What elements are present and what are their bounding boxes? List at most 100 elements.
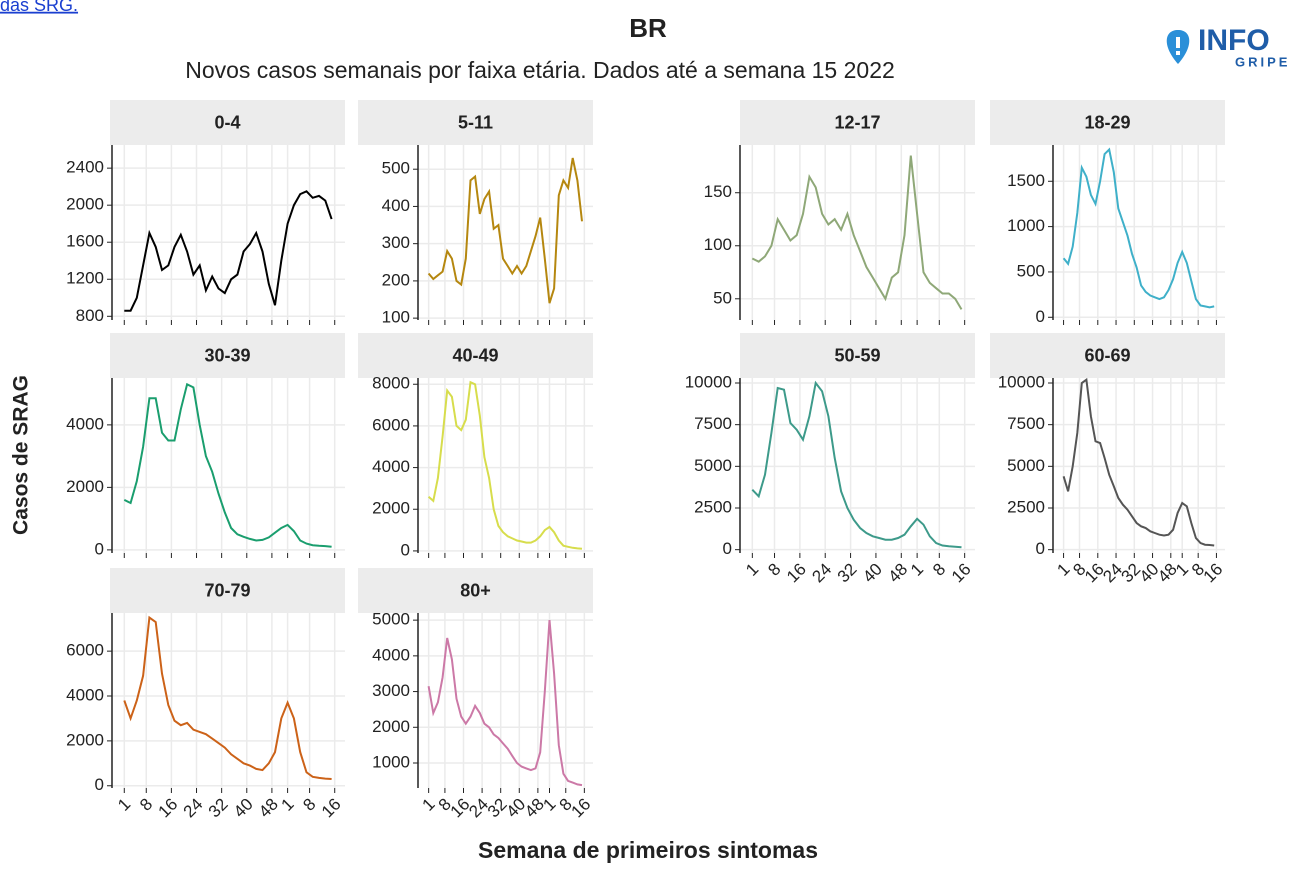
x-tick-label: 1 [419,795,439,815]
y-tick-label: 150 [704,182,732,201]
x-tick-label: 8 [929,560,949,580]
y-tick-label: 10000 [685,372,732,391]
series-line [751,380,962,549]
logo-mark [1176,51,1180,55]
strip-label: 40-49 [452,345,498,365]
x-tick-label: 16 [318,795,345,822]
y-tick-label: 0 [1036,307,1045,326]
strip-label: 0-4 [214,112,240,132]
strip [990,333,1225,378]
y-tick-label: 2000 [66,730,104,749]
strip-label: 30-39 [204,345,250,365]
strip [358,568,593,613]
x-tick-label: 8 [299,795,319,815]
logo-text: INFO [1198,24,1270,57]
series-line [1062,377,1215,547]
series-line [427,157,583,304]
y-tick-label: 0 [723,539,732,558]
y-tick-label: 2500 [1007,497,1045,516]
y-tick-label: 6000 [66,641,104,660]
x-axis-title: Semana de primeiros sintomas [478,837,818,863]
x-tick-label: 40 [859,560,886,587]
x-tick-label: 16 [1200,560,1227,587]
x-tick-label: 16 [783,560,810,587]
x-tick-label: 16 [155,795,182,822]
y-tick-label: 800 [76,306,104,325]
x-tick-label: 8 [764,560,784,580]
series-line [123,615,332,780]
y-tick-label: 200 [382,270,410,289]
series-line [123,382,332,548]
x-tick-label: 1 [114,795,134,815]
strip [110,100,345,145]
x-tick-label: 32 [834,560,861,587]
series-line [124,190,333,312]
y-tick-label: 100 [382,308,410,327]
strip [110,568,345,613]
strip-label: 12-17 [834,112,880,132]
y-tick-label: 4000 [66,414,104,433]
x-tick-label: 32 [205,795,232,822]
strip [358,100,593,145]
strip [358,333,593,378]
y-tick-label: 0 [1036,539,1045,558]
x-tick-label: 48 [255,795,282,822]
y-tick-label: 7500 [694,414,732,433]
y-tick-label: 5000 [694,456,732,475]
y-tick-label: 0 [95,775,104,794]
y-tick-label: 0 [401,540,410,559]
y-tick-label: 500 [382,159,410,178]
strip [740,100,975,145]
y-tick-label: 2000 [66,477,104,496]
y-tick-label: 1600 [66,232,104,251]
y-tick-label: 2500 [694,497,732,516]
x-tick-label: 1 [907,560,927,580]
strip [110,333,345,378]
strip [990,100,1225,145]
y-tick-label: 4000 [372,645,410,664]
y-tick-label: 1000 [372,752,410,771]
series-line [427,380,583,550]
strip-label: 70-79 [204,580,250,600]
y-tick-label: 300 [382,233,410,252]
x-tick-label: 24 [180,795,207,822]
strip-label: 18-29 [1084,112,1130,132]
y-tick-label: 2000 [372,717,410,736]
y-axis-title: Casos de SRAG [10,375,33,535]
subtitle: Novos casos semanais por faixa etária. D… [185,57,895,83]
strip-label: 80+ [460,580,491,600]
strip-label: 60-69 [1084,345,1130,365]
x-tick-label: 16 [948,560,975,587]
y-tick-label: 100 [704,235,732,254]
y-tick-label: 3000 [372,681,410,700]
y-tick-label: 500 [1017,261,1045,280]
y-tick-label: 8000 [372,374,410,393]
strip [740,333,975,378]
logo-text: GRIPE [1235,54,1290,69]
y-tick-label: 2400 [66,158,104,177]
y-tick-label: 400 [382,196,410,215]
x-tick-label: 16 [568,795,595,822]
y-tick-label: 7500 [1007,414,1045,433]
y-tick-label: 10000 [998,372,1045,391]
y-tick-label: 4000 [66,685,104,704]
logo: INFO GRIPE [1166,24,1290,69]
y-tick-label: 2000 [372,499,410,518]
y-tick-label: 1000 [1007,216,1045,235]
y-tick-label: 6000 [372,415,410,434]
y-tick-label: 5000 [372,610,410,629]
x-tick-label: 1 [277,795,297,815]
y-tick-label: 5000 [1007,456,1045,475]
y-tick-label: 50 [713,288,732,307]
y-tick-label: 4000 [372,457,410,476]
y-tick-label: 1500 [1007,171,1045,190]
x-tick-label: 1 [1053,560,1073,580]
series-line [751,155,963,310]
strip-label: 50-59 [834,345,880,365]
x-tick-label: 48 [884,560,911,587]
y-tick-label: 1200 [66,269,104,288]
y-tick-label: 2000 [66,195,104,214]
link[interactable]: das SRG. [0,0,78,15]
